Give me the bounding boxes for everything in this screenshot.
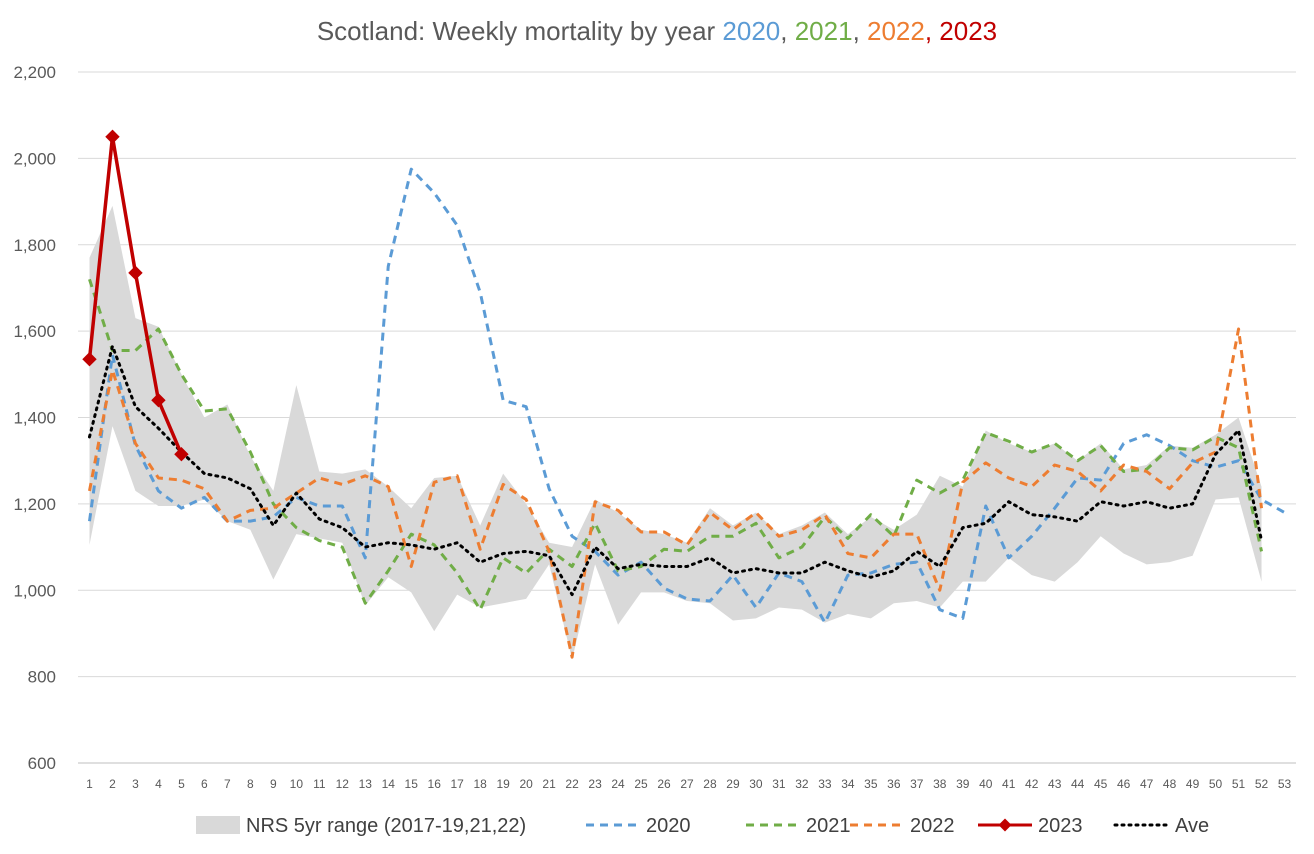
x-tick-label: 41 <box>1002 777 1016 791</box>
series-marker-2023 <box>151 393 166 408</box>
x-tick-label: 48 <box>1163 777 1177 791</box>
chart-title-prefix: Scotland: Weekly mortality by year <box>317 16 723 46</box>
x-tick-label: 13 <box>359 777 373 791</box>
x-tick-label: 52 <box>1255 777 1269 791</box>
y-tick-label: 600 <box>28 754 56 773</box>
series-marker-2023 <box>82 351 97 367</box>
chart-title-part: , 2023 <box>925 16 997 46</box>
y-tick-label: 800 <box>28 668 56 687</box>
x-tick-label: 33 <box>818 777 832 791</box>
x-tick-label: 53 <box>1278 777 1292 791</box>
y-axis-ticks: 600 800 1,000 1,200 1,400 1,600 1,800 2,000 2,20… <box>13 63 56 773</box>
legend-label-2021: 2021 <box>806 815 851 837</box>
x-tick-label: 27 <box>680 777 694 791</box>
x-tick-label: 1 <box>86 777 93 791</box>
chart-title-part: , <box>853 16 867 46</box>
series-line-2022 <box>88 327 1264 659</box>
x-tick-label: 51 <box>1232 777 1246 791</box>
legend-label-2020: 2020 <box>646 815 691 837</box>
y-tick-label: 1,200 <box>13 495 56 514</box>
x-tick-label: 12 <box>336 777 350 791</box>
x-tick-label: 2 <box>109 777 116 791</box>
y-tick-label: 1,000 <box>13 581 56 600</box>
x-tick-label: 40 <box>979 777 993 791</box>
x-tick-label: 28 <box>703 777 717 791</box>
x-tick-label: 3 <box>132 777 139 791</box>
x-tick-label: 32 <box>795 777 809 791</box>
y-tick-label: 1,800 <box>13 236 56 255</box>
x-tick-label: 16 <box>428 777 442 791</box>
series-marker-2023 <box>105 129 120 144</box>
x-tick-label: 36 <box>887 777 901 791</box>
x-tick-label: 25 <box>634 777 648 791</box>
range-band-area <box>89 205 1262 660</box>
x-tick-label: 34 <box>841 777 855 791</box>
x-tick-label: 26 <box>657 777 671 791</box>
y-tick-label: 2,200 <box>13 63 56 82</box>
chart-title: Scotland: Weekly mortality by year 2020,… <box>317 16 997 46</box>
x-tick-label: 46 <box>1117 777 1131 791</box>
x-tick-label: 42 <box>1025 777 1039 791</box>
chart-title-part: 2022 <box>867 16 925 46</box>
series-layer <box>82 129 1286 659</box>
x-tick-label: 35 <box>864 777 878 791</box>
legend-marker-2023 <box>998 818 1012 832</box>
x-tick-label: 20 <box>519 777 533 791</box>
legend: NRS 5yr range (2017-19,21,22) 2020 2021 202… <box>196 815 1209 837</box>
x-tick-label: 44 <box>1071 777 1085 791</box>
legend-swatch-range <box>196 816 240 834</box>
chart-title-part: 2020 <box>722 16 780 46</box>
y-tick-label: 2,000 <box>13 149 56 168</box>
series-marker-2023 <box>174 447 189 462</box>
x-tick-label: 10 <box>290 777 304 791</box>
x-tick-label: 15 <box>405 777 419 791</box>
chart-title-part: , <box>780 16 794 46</box>
y-tick-label: 1,600 <box>13 322 56 341</box>
x-tick-label: 45 <box>1094 777 1108 791</box>
x-tick-label: 21 <box>542 777 556 791</box>
legend-label-2022: 2022 <box>910 815 955 837</box>
x-tick-label: 24 <box>611 777 625 791</box>
x-tick-label: 30 <box>749 777 763 791</box>
x-tick-label: 11 <box>313 777 326 791</box>
x-tick-label: 49 <box>1186 777 1200 791</box>
x-tick-label: 6 <box>201 777 208 791</box>
x-tick-label: 47 <box>1140 777 1154 791</box>
x-tick-label: 17 <box>451 777 465 791</box>
chart-title-part: 2021 <box>795 16 853 46</box>
series-line-2021 <box>88 278 1263 612</box>
x-axis: 1 2 3 4 5 6 7 8 9 10 11 12 13 14 15 16 17 18 19 20 21 22 23 24 2… <box>78 762 1296 791</box>
x-tick-label: 8 <box>247 777 254 791</box>
series-marker-2023 <box>128 265 143 281</box>
x-tick-label: 14 <box>382 777 396 791</box>
series-line-ave <box>87 344 1264 597</box>
x-tick-label: 4 <box>155 777 162 791</box>
x-tick-label: 31 <box>772 777 786 791</box>
x-tick-label: 5 <box>178 777 185 791</box>
x-tick-label: 43 <box>1048 777 1062 791</box>
legend-label-ave: Ave <box>1175 815 1209 837</box>
x-tick-label: 23 <box>588 777 602 791</box>
x-tick-label: 37 <box>910 777 924 791</box>
x-tick-label: 29 <box>726 777 740 791</box>
x-tick-label: 38 <box>933 777 947 791</box>
x-tick-label: 7 <box>224 777 231 791</box>
x-tick-label: 9 <box>270 777 277 791</box>
x-tick-label: 19 <box>496 777 510 791</box>
range-band-layer <box>89 205 1262 660</box>
x-tick-label: 50 <box>1209 777 1223 791</box>
legend-label-range: NRS 5yr range (2017-19,21,22) <box>246 815 526 837</box>
legend-label-2023: 2023 <box>1038 815 1083 837</box>
y-tick-label: 1,400 <box>13 409 56 428</box>
x-tick-label: 39 <box>956 777 970 791</box>
x-tick-label: 18 <box>473 777 487 791</box>
x-tick-label: 22 <box>565 777 579 791</box>
